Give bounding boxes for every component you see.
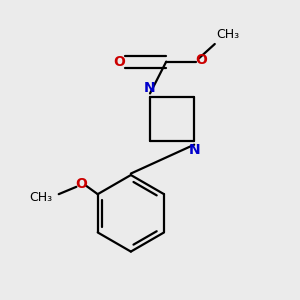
Text: O: O	[114, 55, 126, 69]
Text: O: O	[75, 177, 87, 191]
Text: O: O	[195, 53, 207, 67]
Text: CH₃: CH₃	[30, 190, 53, 204]
Text: N: N	[143, 81, 155, 95]
Text: CH₃: CH₃	[216, 28, 239, 41]
Text: N: N	[189, 143, 201, 157]
